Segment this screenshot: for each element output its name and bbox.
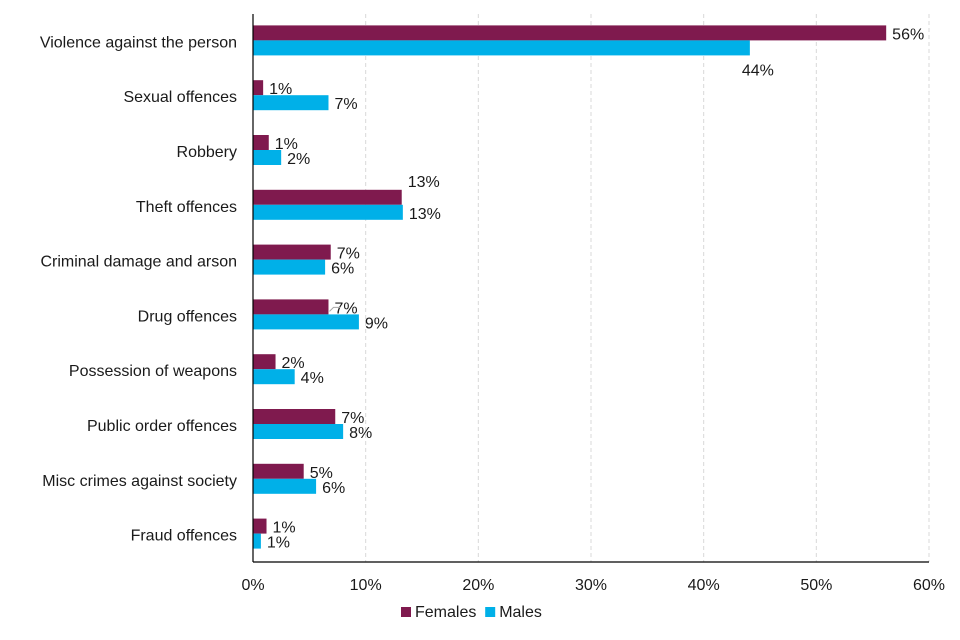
data-labels: 56%44%1%7%1%2%13%13%7%6%7%9%2%4%7%8%5%6%…: [267, 26, 924, 551]
legend: Females Males: [401, 604, 542, 621]
category-label: Public order offences: [87, 418, 237, 435]
category-label: Sexual offences: [123, 89, 237, 106]
legend-label-males: Males: [499, 604, 542, 621]
category-label: Misc crimes against society: [42, 473, 237, 490]
axes: [252, 14, 929, 563]
data-label-females: 13%: [408, 174, 440, 191]
x-tick-label: 50%: [800, 577, 832, 594]
bar-males: [253, 150, 282, 165]
bar-females: [253, 244, 331, 260]
category-label: Theft offences: [136, 199, 237, 216]
data-label-females: 1%: [275, 136, 298, 153]
legend-swatch-females: [401, 607, 411, 617]
data-label-males: 1%: [267, 535, 290, 552]
x-tick-label: 40%: [688, 577, 720, 594]
bar-males: [253, 424, 344, 439]
bar-males: [253, 369, 295, 385]
data-label-males: 7%: [334, 96, 357, 113]
bar-males: [253, 314, 359, 330]
category-label: Violence against the person: [40, 34, 237, 51]
x-tick-label: 10%: [350, 577, 382, 594]
category-label: Criminal damage and arson: [40, 254, 237, 271]
bar-females: [253, 25, 887, 41]
data-label-females: 2%: [282, 355, 305, 372]
data-label-females: 56%: [892, 26, 924, 43]
data-label-males: 2%: [287, 151, 310, 168]
data-label-females: 7%: [337, 246, 360, 263]
bar-females: [253, 80, 264, 96]
category-label: Possession of weapons: [69, 363, 237, 380]
x-tick-label: 60%: [913, 577, 945, 594]
bars: [253, 25, 887, 549]
data-label-females: 7%: [334, 300, 357, 317]
legend-label-females: Females: [415, 604, 476, 621]
x-tick-label: 20%: [462, 577, 494, 594]
bar-males: [253, 478, 317, 494]
bar-females: [253, 518, 267, 534]
leader-line: [329, 306, 341, 312]
bar-females: [253, 354, 276, 370]
x-tick-labels: 0% 10% 20% 30% 40% 50% 60%: [241, 577, 945, 594]
bar-males: [253, 533, 261, 549]
bar-females: [253, 189, 402, 205]
data-label-females: 1%: [269, 81, 292, 98]
bar-males: [253, 40, 750, 56]
data-label-females: 1%: [273, 520, 296, 537]
data-label-males: 8%: [349, 425, 372, 442]
category-label: Robbery: [177, 144, 237, 161]
data-label-males: 6%: [322, 480, 345, 497]
data-label-males: 6%: [331, 261, 354, 278]
data-label-females: 5%: [310, 465, 333, 482]
data-label-males: 4%: [301, 370, 324, 387]
data-label-females: 7%: [341, 410, 364, 427]
data-label-males: 9%: [365, 315, 388, 332]
bar-males: [253, 259, 326, 275]
bar-females: [253, 463, 304, 479]
bar-males: [253, 204, 403, 220]
x-tick-label: 0%: [241, 577, 264, 594]
category-labels: Violence against the person Sexual offenc…: [40, 34, 237, 544]
gridlines: [365, 14, 930, 562]
category-label: Fraud offences: [131, 528, 237, 545]
bar-males: [253, 95, 329, 111]
bar-females: [253, 299, 329, 315]
x-tick-label: 30%: [575, 577, 607, 594]
bar-females: [253, 135, 269, 150]
category-label: Drug offences: [138, 308, 237, 325]
data-label-males: 44%: [742, 62, 774, 79]
legend-swatch-males: [485, 607, 496, 617]
data-label-males: 13%: [409, 206, 441, 223]
bar-females: [253, 409, 336, 424]
